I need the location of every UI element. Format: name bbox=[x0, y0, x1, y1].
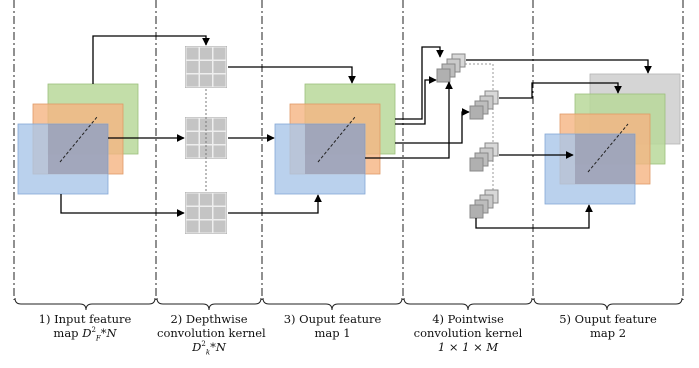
caption-output-feature-map-1: 3) Ouput feature map 1 bbox=[263, 312, 402, 366]
output-feature-map-1 bbox=[274, 83, 396, 195]
caption-1-line-2: map D2F*N bbox=[53, 326, 117, 343]
arrow-out1-to-pw2 bbox=[395, 108, 470, 144]
caption-2-line-3: D2k*N bbox=[192, 340, 226, 357]
arrow-kernel-bottom-to-out1 bbox=[228, 194, 322, 214]
caption-input-feature-map: 1) Input feature map D2F*N bbox=[18, 312, 152, 366]
caption-3-line-2: map 1 bbox=[314, 326, 351, 340]
depthwise-kernel-top bbox=[185, 46, 227, 88]
caption-3-line-1: 3) Ouput feature bbox=[283, 312, 382, 326]
arrow-input-to-kernel-top bbox=[92, 35, 210, 84]
out1-overlap-region bbox=[305, 124, 365, 174]
caption-5-line-1: 5) Ouput feature bbox=[559, 312, 657, 326]
depthwise-kernel-bottom bbox=[185, 192, 227, 234]
caption-2-line-1: 2) Depthwise bbox=[170, 312, 248, 326]
caption-pointwise-kernel: 4) Pointwise convolution kernel 1 × 1 × … bbox=[404, 312, 532, 366]
caption-4-line-3: 1 × 1 × M bbox=[437, 340, 499, 354]
output-feature-map-2 bbox=[544, 73, 681, 205]
connection-arrows bbox=[60, 35, 652, 229]
caption-5-line-2: map 2 bbox=[589, 326, 627, 340]
caption-1-line-1: 1) Input feature bbox=[38, 312, 132, 326]
arrow-input-to-kernel-bottom bbox=[60, 194, 185, 217]
caption-2-line-2: convolution kernel bbox=[157, 326, 266, 340]
pointwise-kernels bbox=[436, 53, 499, 219]
caption-depthwise-kernel: 2) Depthwise convolution kernel D2k*N bbox=[157, 312, 266, 366]
arrow-out1-to-pw1-b bbox=[395, 76, 437, 125]
arrow-pw4-to-out2 bbox=[475, 204, 593, 229]
caption-4-line-2: convolution kernel bbox=[413, 326, 523, 340]
arrow-out1-to-pw3 bbox=[365, 81, 453, 159]
pointwise-kernel-2 bbox=[469, 90, 499, 120]
arrow-pw2-to-out2 bbox=[499, 82, 622, 99]
pointwise-kernel-3 bbox=[469, 142, 499, 172]
arrow-kernel-top-to-out1 bbox=[228, 66, 356, 84]
out2-diagonal bbox=[587, 123, 629, 173]
pointwise-kernel-4 bbox=[469, 189, 499, 219]
input-feature-map bbox=[17, 83, 139, 195]
depthwise-kernels bbox=[185, 46, 227, 234]
arrow-pw1-to-out2 bbox=[466, 59, 652, 74]
section-dividers bbox=[13, 0, 684, 300]
section-braces bbox=[14, 297, 683, 311]
pointwise-kernel-1 bbox=[436, 53, 466, 83]
input-overlap-region bbox=[48, 124, 108, 174]
caption-4-line-1: 4) Pointwise bbox=[432, 312, 504, 326]
arrow-out1-to-pw1 bbox=[395, 46, 444, 120]
caption-output-feature-map-2: 5) Ouput feature map 2 bbox=[534, 312, 682, 366]
out2-overlap-region bbox=[575, 134, 635, 184]
